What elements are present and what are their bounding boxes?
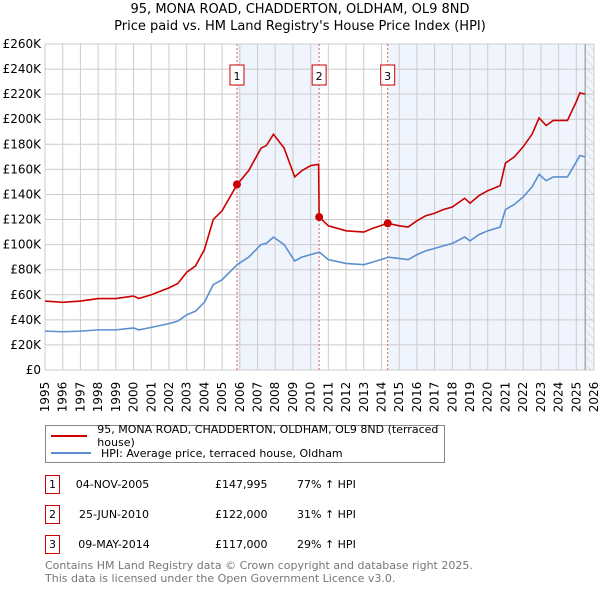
sale-marker-label: 2 bbox=[316, 70, 323, 83]
y-tick-label: £200K bbox=[3, 112, 43, 126]
x-tick-label: 2008 bbox=[268, 382, 282, 413]
y-tick-label: £80K bbox=[10, 263, 42, 277]
legend: 95, MONA ROAD, CHADDERTON, OLDHAM, OL9 8… bbox=[45, 423, 445, 463]
x-tick-label: 2006 bbox=[233, 382, 247, 413]
sale-row-1: 1 04-NOV-2005 £147,995 77% ↑ HPI bbox=[45, 475, 445, 495]
hpi-line bbox=[44, 154, 586, 333]
legend-label: HPI: Average price, terraced house, Oldh… bbox=[101, 446, 343, 460]
x-tick-label: 2009 bbox=[286, 382, 300, 413]
y-tick-label: £0 bbox=[26, 363, 41, 377]
sale-price: £147,995 bbox=[215, 478, 268, 491]
x-tick-label: 2012 bbox=[339, 382, 353, 413]
sale-hpi-change: 29% ↑ HPI bbox=[297, 538, 356, 551]
x-tick-label: 2007 bbox=[251, 382, 265, 413]
sale-price: £122,000 bbox=[215, 508, 268, 521]
x-tick-label: 2023 bbox=[534, 382, 548, 413]
legend-item-property: 95, MONA ROAD, CHADDERTON, OLDHAM, OL9 8… bbox=[46, 423, 444, 449]
x-tick-label: 2025 bbox=[569, 382, 583, 413]
y-tick-label: £180K bbox=[3, 137, 43, 151]
sale-point bbox=[232, 180, 241, 189]
x-tick-label: 1999 bbox=[109, 382, 123, 413]
y-tick-label: £260K bbox=[3, 37, 43, 51]
line-chart: 1995 1996 1997 1998 1999 2000 2001 2002 2003 2004… bbox=[3, 37, 600, 413]
y-tick-label: £240K bbox=[3, 62, 43, 76]
x-tick-label: 1996 bbox=[56, 382, 70, 413]
sale-hpi-change: 77% ↑ HPI bbox=[297, 478, 356, 491]
sale-row-2: 2 25-JUN-2010 £122,000 31% ↑ HPI bbox=[45, 505, 445, 525]
sale-date: 25-JUN-2010 bbox=[78, 508, 150, 521]
x-tick-label: 2024 bbox=[552, 382, 566, 413]
x-tick-label: 1998 bbox=[91, 382, 105, 413]
x-tick-label: 2001 bbox=[144, 382, 158, 413]
sale-row-3: 3 09-MAY-2014 £117,000 29% ↑ HPI bbox=[45, 535, 445, 555]
x-tick-label: 2019 bbox=[463, 382, 477, 413]
sale-point bbox=[383, 219, 392, 228]
x-tick-label: 2011 bbox=[321, 382, 335, 413]
x-tick-label: 1995 bbox=[38, 382, 52, 413]
sale-marker-label: 3 bbox=[384, 70, 391, 83]
x-tick-label: 2022 bbox=[516, 382, 530, 413]
x-tick-label: 2005 bbox=[215, 382, 229, 413]
shaded-period bbox=[387, 44, 594, 370]
legend-swatch-red bbox=[51, 435, 88, 437]
footer: Contains HM Land Registry data © Crown c… bbox=[45, 559, 473, 585]
x-tick-label: 2015 bbox=[392, 382, 406, 413]
x-tick-label: 2014 bbox=[374, 382, 388, 413]
y-tick-label: £120K bbox=[3, 213, 43, 227]
sale-badge: 3 bbox=[45, 535, 60, 554]
sale-marker-box bbox=[311, 64, 327, 86]
sale-badge: 2 bbox=[45, 505, 60, 524]
x-tick-label: 2002 bbox=[162, 382, 176, 413]
legend-swatch-blue bbox=[51, 452, 91, 454]
sale-marker-label: 1 bbox=[233, 70, 240, 83]
y-tick-label: £40K bbox=[10, 313, 42, 327]
footer-copyright: Contains HM Land Registry data © Crown c… bbox=[45, 559, 473, 572]
y-tick-label: £160K bbox=[3, 162, 43, 176]
sale-point bbox=[315, 213, 324, 222]
x-tick-label: 2000 bbox=[127, 382, 141, 413]
property-price-line bbox=[44, 91, 586, 304]
x-tick-label: 2003 bbox=[180, 382, 194, 413]
x-tick-label: 2026 bbox=[587, 382, 600, 413]
chart-subtitle: Price paid vs. HM Land Registry's House … bbox=[114, 19, 486, 34]
sale-marker-box bbox=[380, 64, 396, 86]
shaded-period bbox=[236, 44, 320, 370]
sale-date: 09-MAY-2014 bbox=[78, 538, 150, 551]
x-tick-label: 2013 bbox=[357, 382, 371, 413]
sale-date: 04-NOV-2005 bbox=[75, 478, 150, 491]
legend-label: 95, MONA ROAD, CHADDERTON, OLDHAM, OL9 8… bbox=[97, 423, 439, 449]
footer-licence: This data is licensed under the Open Gov… bbox=[45, 572, 396, 585]
x-tick-label: 2017 bbox=[428, 382, 442, 413]
x-tick-label: 2021 bbox=[498, 382, 512, 413]
x-tick-label: 2020 bbox=[481, 382, 495, 413]
sale-hpi-change: 31% ↑ HPI bbox=[297, 508, 356, 521]
x-tick-label: 2016 bbox=[410, 382, 424, 413]
y-tick-label: £140K bbox=[3, 187, 43, 201]
y-tick-label: £220K bbox=[3, 87, 43, 101]
x-tick-label: 2004 bbox=[197, 382, 211, 413]
future-hatch bbox=[585, 44, 594, 370]
sale-marker-box bbox=[229, 64, 245, 86]
y-tick-label: £20K bbox=[10, 338, 42, 352]
chart-title: 95, MONA ROAD, CHADDERTON, OLDHAM, OL9 8… bbox=[130, 2, 470, 17]
sale-price: £117,000 bbox=[215, 538, 268, 551]
x-tick-label: 2018 bbox=[445, 382, 459, 413]
x-tick-label: 2010 bbox=[304, 382, 318, 413]
sale-badge: 1 bbox=[45, 475, 60, 494]
y-tick-label: £100K bbox=[3, 238, 43, 252]
x-tick-label: 1997 bbox=[73, 382, 87, 413]
y-tick-label: £60K bbox=[10, 288, 42, 302]
legend-item-hpi: HPI: Average price, terraced house, Oldh… bbox=[46, 445, 343, 461]
